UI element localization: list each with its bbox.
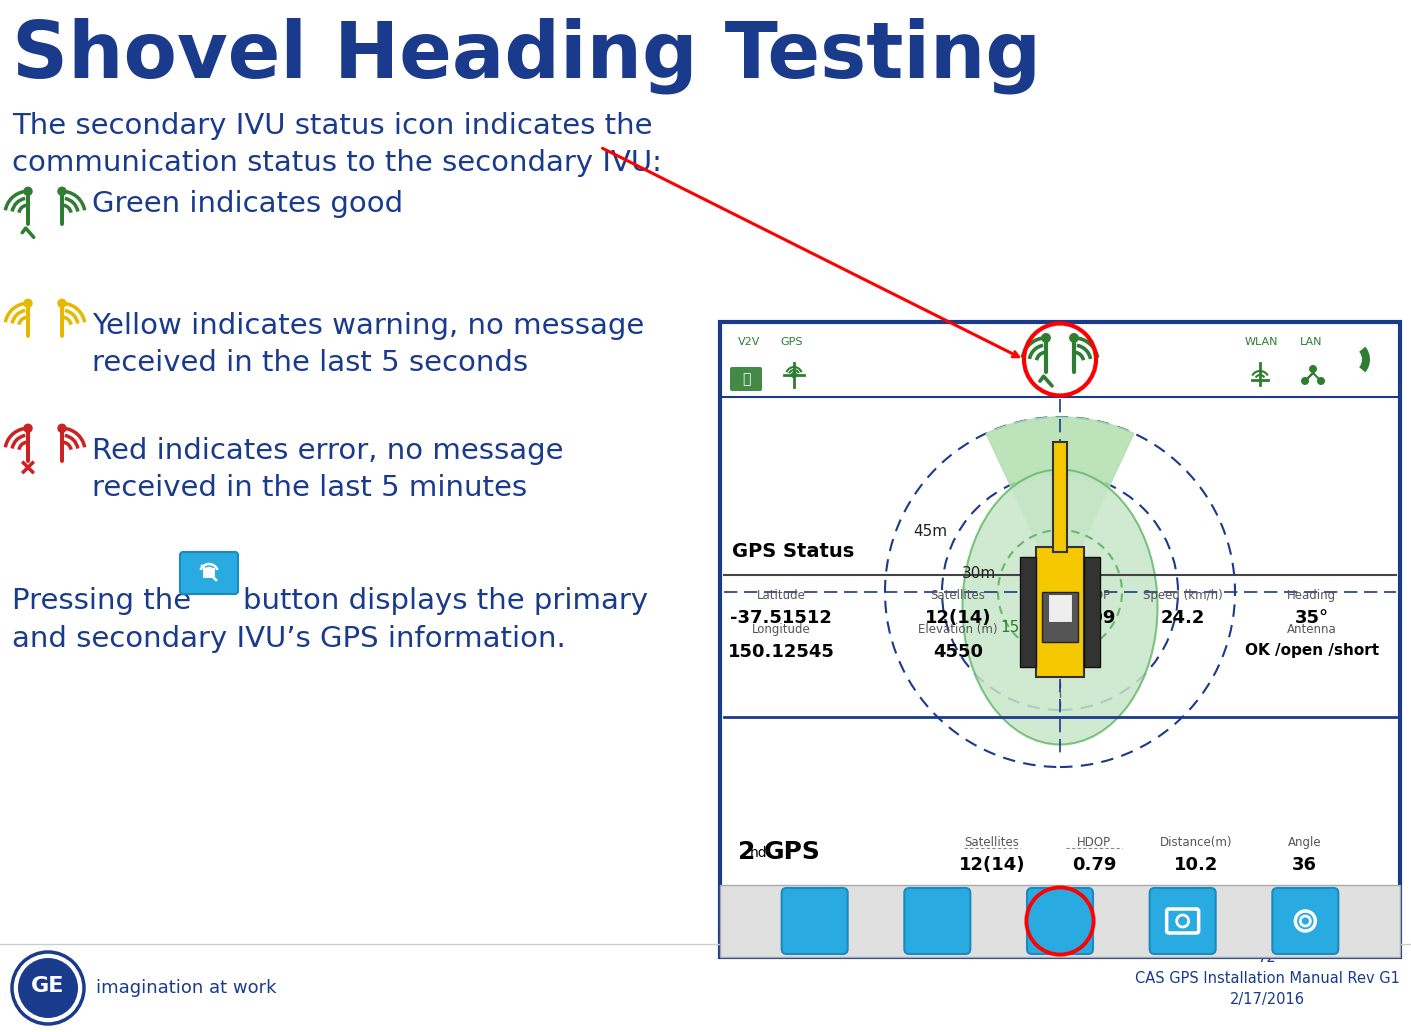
Text: 15m: 15m: [1000, 619, 1034, 635]
FancyBboxPatch shape: [729, 367, 762, 391]
Text: HDOP: HDOP: [1077, 836, 1110, 849]
Circle shape: [58, 424, 66, 432]
Text: GE: GE: [31, 976, 65, 996]
Text: Satellites: Satellites: [931, 589, 985, 602]
Circle shape: [58, 299, 66, 308]
Text: GPS: GPS: [780, 337, 803, 347]
Circle shape: [1301, 377, 1309, 385]
Text: Speed (km/h): Speed (km/h): [1143, 589, 1222, 602]
Text: WLAN: WLAN: [1245, 337, 1278, 347]
Text: LAN: LAN: [1300, 337, 1322, 347]
Text: The secondary IVU status icon indicates the
communication status to the secondar: The secondary IVU status icon indicates …: [13, 112, 662, 176]
Text: Yellow indicates warning, no message
received in the last 5 seconds: Yellow indicates warning, no message rec…: [92, 312, 645, 377]
Bar: [1036, 547, 1084, 677]
Text: Angle: Angle: [1288, 836, 1322, 849]
Bar: [1048, 594, 1072, 622]
Bar: [720, 885, 1400, 957]
Text: 72
CAS GPS Installation Manual Rev G1
2/17/2016: 72 CAS GPS Installation Manual Rev G1 2/…: [1134, 950, 1400, 1007]
Circle shape: [792, 373, 796, 378]
Text: Antenna: Antenna: [1287, 623, 1336, 636]
FancyBboxPatch shape: [904, 888, 971, 954]
Text: 2: 2: [738, 840, 755, 864]
Text: Red indicates error, no message
received in the last 5 minutes: Red indicates error, no message received…: [92, 437, 563, 502]
Circle shape: [24, 299, 32, 308]
FancyBboxPatch shape: [203, 568, 214, 578]
Bar: [1053, 442, 1067, 552]
Text: button displays the primary: button displays the primary: [243, 587, 648, 615]
Text: Distance(m): Distance(m): [1160, 836, 1232, 849]
FancyBboxPatch shape: [782, 888, 848, 954]
Bar: [1041, 592, 1078, 642]
Text: 35°: 35°: [1294, 609, 1329, 627]
Bar: [1084, 557, 1101, 667]
Ellipse shape: [962, 470, 1157, 744]
Text: Longitude: Longitude: [752, 623, 810, 636]
FancyBboxPatch shape: [1273, 888, 1338, 954]
Text: 45m: 45m: [913, 524, 947, 540]
Circle shape: [13, 952, 85, 1024]
Circle shape: [24, 424, 32, 432]
Circle shape: [1041, 333, 1050, 342]
Text: 30m: 30m: [962, 567, 996, 581]
Text: 12(14): 12(14): [958, 856, 1026, 874]
Text: Green indicates good: Green indicates good: [92, 190, 404, 218]
Circle shape: [58, 187, 66, 195]
Text: V2V: V2V: [738, 337, 761, 347]
Text: imagination at work: imagination at work: [96, 979, 277, 997]
Text: -37.51512: -37.51512: [731, 609, 832, 627]
Text: Heading: Heading: [1287, 589, 1336, 602]
Polygon shape: [986, 417, 1134, 592]
Text: GPS: GPS: [763, 840, 821, 864]
Text: 36: 36: [1292, 856, 1318, 874]
Text: 24.2: 24.2: [1160, 609, 1205, 627]
Text: 4550: 4550: [933, 643, 983, 662]
Text: 10.2: 10.2: [1174, 856, 1218, 874]
FancyBboxPatch shape: [1027, 888, 1094, 954]
Wedge shape: [1359, 347, 1370, 373]
Text: nd: nd: [751, 846, 768, 860]
Text: Satellites: Satellites: [965, 836, 1019, 849]
Text: 150.12545: 150.12545: [728, 643, 835, 662]
Text: HDOP: HDOP: [1077, 589, 1110, 602]
Text: 1.09: 1.09: [1072, 609, 1116, 627]
Circle shape: [1309, 365, 1316, 373]
FancyBboxPatch shape: [1150, 888, 1216, 954]
Text: 12(14): 12(14): [924, 609, 992, 627]
Circle shape: [18, 958, 78, 1018]
Text: and secondary IVU’s GPS information.: and secondary IVU’s GPS information.: [13, 625, 566, 653]
Bar: [720, 322, 1400, 957]
Text: OK /open /short: OK /open /short: [1245, 643, 1379, 658]
Text: Pressing the: Pressing the: [13, 587, 190, 615]
FancyBboxPatch shape: [181, 552, 238, 594]
Text: Shovel Heading Testing: Shovel Heading Testing: [13, 17, 1041, 94]
Text: 0.79: 0.79: [1072, 856, 1116, 874]
Text: Latitude: Latitude: [756, 589, 806, 602]
Circle shape: [24, 187, 32, 195]
Text: Elevation (m): Elevation (m): [919, 623, 998, 636]
Bar: [1020, 557, 1036, 667]
Circle shape: [1316, 377, 1325, 385]
Circle shape: [1070, 333, 1078, 342]
Text: GPS Status: GPS Status: [732, 542, 854, 561]
Text: 🚗: 🚗: [742, 372, 751, 386]
